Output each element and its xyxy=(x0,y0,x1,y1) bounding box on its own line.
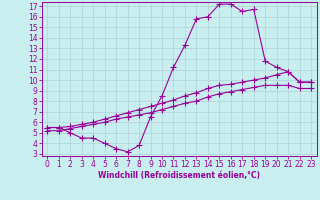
X-axis label: Windchill (Refroidissement éolien,°C): Windchill (Refroidissement éolien,°C) xyxy=(98,171,260,180)
